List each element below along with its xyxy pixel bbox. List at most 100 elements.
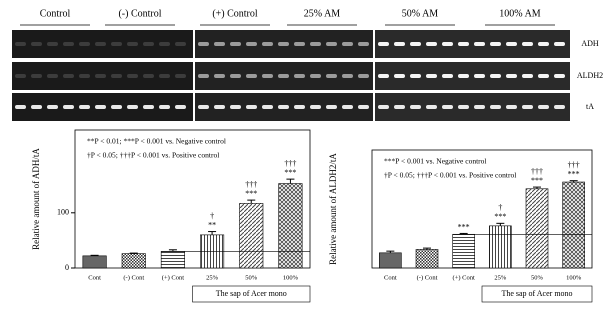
gel-band	[326, 105, 337, 109]
row-label: tA	[586, 102, 594, 111]
significance-dagger: †	[210, 211, 214, 220]
gel-band	[522, 105, 533, 109]
x-tick-label: 50%	[531, 274, 544, 281]
bar	[82, 255, 107, 269]
gel-band	[262, 105, 273, 109]
significance-star: ***	[494, 212, 506, 221]
significance-star: ***	[568, 170, 580, 179]
gel-band	[490, 105, 501, 109]
gel-band	[394, 74, 405, 78]
gel-band	[143, 74, 154, 78]
bar	[160, 251, 185, 269]
x-axis-label: The sap of Acer mono	[216, 289, 287, 298]
gel-band	[442, 42, 453, 46]
gel-band	[31, 74, 42, 78]
gel-band	[175, 105, 186, 109]
gel-panel	[375, 62, 570, 90]
gel-band	[294, 74, 305, 78]
note: †P < 0.05; †††P < 0.001 vs. Positive con…	[87, 151, 219, 160]
x-axis-label-box	[192, 285, 311, 303]
gel-band	[159, 74, 170, 78]
gel-band	[490, 74, 501, 78]
gel-band	[230, 105, 241, 109]
gel-band	[410, 42, 421, 46]
gel-band	[198, 42, 209, 46]
row-label: ADH	[581, 39, 599, 48]
gel-band	[442, 105, 453, 109]
gel-band	[358, 42, 369, 46]
gel-band	[294, 105, 305, 109]
gel-band	[63, 105, 74, 109]
gel-band	[127, 74, 138, 78]
gel-band	[79, 42, 90, 46]
x-tick-label: 50%	[245, 274, 258, 281]
bar	[239, 203, 264, 269]
gel-panel	[375, 93, 570, 121]
gel-band	[63, 74, 74, 78]
significance-dagger: †	[498, 203, 502, 212]
gel-band	[79, 105, 90, 109]
x-tick-label: Cont	[88, 274, 101, 281]
note: ***P < 0.001 vs. Negative control	[384, 157, 486, 166]
gel-band	[278, 74, 289, 78]
plot-frame	[371, 149, 593, 269]
x-tick-label: 25%	[494, 274, 507, 281]
gel-band	[426, 42, 437, 46]
gel-band	[31, 105, 42, 109]
significance-dagger: †††	[284, 159, 296, 168]
gel-band	[95, 42, 106, 46]
y-axis-label: Relative amount of ALDH2/tA	[328, 153, 338, 265]
gel-band	[159, 42, 170, 46]
gel-band	[175, 74, 186, 78]
gel-band	[246, 42, 257, 46]
gel-band	[214, 42, 225, 46]
plot-frame	[74, 129, 311, 269]
gel-band	[342, 42, 353, 46]
gel-band	[458, 42, 469, 46]
gel-band	[458, 74, 469, 78]
gel-band	[95, 105, 106, 109]
bar	[278, 183, 303, 269]
lane-label: (+) Control	[212, 8, 258, 19]
significance-dagger: †††	[568, 161, 580, 170]
bar	[121, 253, 146, 269]
gel-band	[522, 74, 533, 78]
gel-band	[278, 42, 289, 46]
gel-band	[278, 105, 289, 109]
lane-label: 100% AM	[499, 8, 541, 19]
x-axis-label: The sap of Acer mono	[501, 289, 572, 298]
x-tick-label: 100%	[566, 274, 582, 281]
bar	[379, 252, 402, 269]
gel-band	[230, 74, 241, 78]
gel-band	[378, 42, 389, 46]
gel-band	[15, 42, 26, 46]
gel-band	[378, 105, 389, 109]
gel-band	[143, 42, 154, 46]
gel-band	[310, 74, 321, 78]
y-axis-label: Relative amount of ADH/tA	[31, 148, 41, 250]
gel-band	[410, 74, 421, 78]
gel-band	[474, 105, 485, 109]
gel-image	[12, 30, 570, 121]
gel-band	[294, 42, 305, 46]
gel-band	[230, 42, 241, 46]
gel-band	[554, 74, 565, 78]
x-tick-label: (+) Cont	[453, 274, 475, 281]
gel-band	[474, 74, 485, 78]
gel-band	[458, 105, 469, 109]
x-tick-label: 25%	[206, 274, 219, 281]
gel-band	[79, 74, 90, 78]
x-tick-label: (-) Cont	[123, 274, 144, 281]
gel-band	[310, 105, 321, 109]
gel-band	[198, 74, 209, 78]
significance-star: ***	[531, 176, 543, 185]
gel-band	[358, 74, 369, 78]
significance-star: **	[208, 220, 216, 229]
gel-band	[47, 74, 58, 78]
gel-band	[394, 105, 405, 109]
note: †P < 0.05; †††P < 0.001 vs. Positive con…	[384, 171, 516, 180]
bar	[489, 225, 512, 269]
x-tick-label: (+) Cont	[162, 274, 184, 281]
gel-band	[442, 74, 453, 78]
